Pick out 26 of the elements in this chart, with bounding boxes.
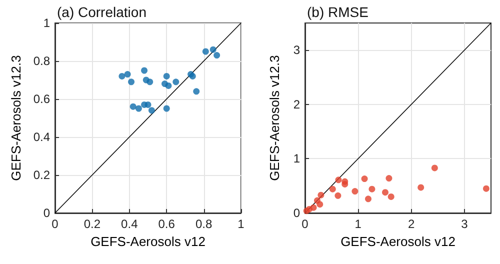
y-tick-label: 0 <box>293 206 300 220</box>
x-tick-label: 3 <box>461 217 468 231</box>
x-tick-label: 0.4 <box>121 217 138 231</box>
y-tick-label: 0 <box>43 206 50 220</box>
x-tick-label: 1 <box>238 217 245 231</box>
x-tick-label: 0.2 <box>84 217 101 231</box>
x-tick-label: 0.6 <box>158 217 176 231</box>
x-axis-title: GEFS-Aerosols v12 <box>340 234 456 249</box>
y-axis-title: GEFS-Aerosols v12.3 <box>267 55 282 181</box>
y-tick-label: 0.6 <box>33 92 50 106</box>
y-tick-label: 0.4 <box>33 130 50 144</box>
x-tick-label: 2 <box>408 217 415 231</box>
y-tick-label: 0.2 <box>33 168 50 182</box>
y-tick-label: 2 <box>293 97 300 112</box>
y-tick-label: 3 <box>293 43 300 58</box>
y-tick-label: 0.8 <box>33 54 50 68</box>
x-tick-label: 0 <box>302 217 309 231</box>
x-tick-label: 1 <box>354 217 362 231</box>
x-axis-title: GEFS-Aerosols v12 <box>90 234 206 249</box>
x-tick-label: 0.8 <box>195 217 212 231</box>
y-tick-label: 1 <box>293 152 300 166</box>
y-axis-title: GEFS-Aerosols v12.3 <box>8 55 24 181</box>
chart-title: (a) Correlation <box>57 4 146 20</box>
y-tick-label: 1 <box>43 16 50 30</box>
chart-title: (b) RMSE <box>307 4 368 20</box>
x-tick-label: 0 <box>52 217 59 231</box>
